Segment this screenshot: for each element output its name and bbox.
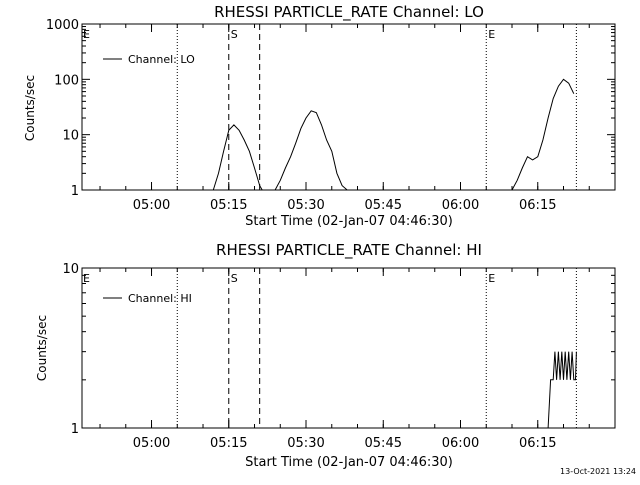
edge-marker-label: E: [83, 272, 90, 285]
y-axis-label: Counts/sec: [35, 315, 49, 381]
legend-label: Channel: LO: [128, 53, 195, 66]
legend-label: Channel: HI: [128, 292, 192, 305]
legend: Channel: LO: [103, 53, 195, 66]
series-line: [212, 124, 263, 191]
series-line: [547, 351, 577, 429]
y-tick-label: 10: [62, 262, 79, 277]
legend: Channel: HI: [103, 292, 192, 305]
y-tick-label: 1: [71, 422, 79, 437]
x-tick-label: 06:15: [519, 198, 556, 213]
series-line: [274, 110, 348, 191]
x-tick-label: 05:30: [287, 198, 324, 213]
x-tick-label: 05:45: [365, 436, 402, 451]
series-line: [511, 78, 575, 191]
y-axis-label: Counts/sec: [23, 75, 37, 141]
x-tick-label: 05:45: [365, 198, 402, 213]
chart-panel-hi: RHESSI PARTICLE_RATE Channel: HI Counts/…: [35, 241, 616, 470]
x-tick-label: 05:15: [210, 198, 247, 213]
y-tick-label: 1: [71, 184, 79, 199]
y-tick-label: 10: [62, 129, 79, 144]
plot-frame: [81, 23, 616, 191]
x-tick-label: 05:30: [287, 436, 324, 451]
footer-timestamp: 13-Oct-2021 13:24: [560, 467, 636, 476]
edge-marker-label: E: [83, 28, 90, 41]
y-tick-label: 1000: [46, 18, 79, 33]
x-axis-label: Start Time (02-Jan-07 04:46:30): [245, 455, 453, 470]
chart-panel-lo: RHESSI PARTICLE_RATE Channel: LO Counts/…: [23, 3, 616, 229]
x-tick-label: 06:00: [442, 436, 479, 451]
x-tick-label: 06:15: [519, 436, 556, 451]
x-axis-label: Start Time (02-Jan-07 04:46:30): [245, 214, 453, 229]
marker-label: E: [488, 28, 495, 41]
chart-title: RHESSI PARTICLE_RATE Channel: HI: [216, 241, 482, 260]
marker-label: E: [488, 272, 495, 285]
marker-label: S: [231, 28, 238, 41]
chart-title: RHESSI PARTICLE_RATE Channel: LO: [214, 3, 484, 22]
x-tick-label: 05:15: [210, 436, 247, 451]
x-tick-label: 05:00: [133, 436, 170, 451]
y-tick-label: 100: [54, 73, 79, 88]
x-tick-label: 05:00: [133, 198, 170, 213]
marker-label: S: [231, 272, 238, 285]
x-tick-label: 06:00: [442, 198, 479, 213]
plot-frame: [81, 267, 616, 429]
